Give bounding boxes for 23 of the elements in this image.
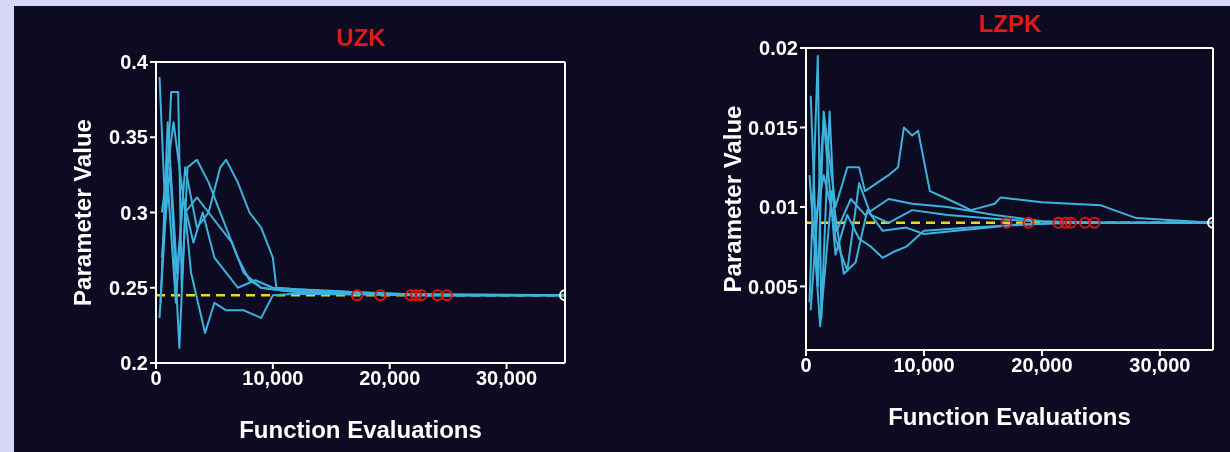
x-axis-title: Function Evaluations xyxy=(888,403,1131,430)
y-axis-title: Parameter Value xyxy=(718,105,746,293)
x-tick-label: 20,000 xyxy=(1011,354,1073,377)
y-tick-label: 0.015 xyxy=(747,116,798,139)
y-tick-label: 0.2 xyxy=(120,352,148,375)
y-tick-label: 0.02 xyxy=(759,37,798,60)
y-tick-label: 0.25 xyxy=(109,276,148,299)
x-tick-label: 20,000 xyxy=(359,367,421,390)
x-tick-label: 10,000 xyxy=(242,367,304,390)
x-tick-label: 30,000 xyxy=(1129,354,1191,377)
y-axis-title: Parameter Value xyxy=(68,119,96,306)
x-tick-label: 0 xyxy=(800,354,812,377)
y-tick-label: 0.35 xyxy=(109,126,148,149)
x-tick-label: 30,000 xyxy=(475,367,538,390)
chart-title: LZPK xyxy=(977,10,1043,38)
y-tick-label: 0.01 xyxy=(759,196,798,219)
x-tick-label: 0 xyxy=(150,367,162,390)
y-tick-label: 0.005 xyxy=(747,275,798,298)
y-tick-label: 0.3 xyxy=(120,201,148,224)
chart-title: UZK xyxy=(335,24,387,52)
x-tick-label: 10,000 xyxy=(893,354,955,377)
y-tick-label: 0.4 xyxy=(120,51,149,74)
x-axis-title: Function Evaluations xyxy=(239,416,482,443)
